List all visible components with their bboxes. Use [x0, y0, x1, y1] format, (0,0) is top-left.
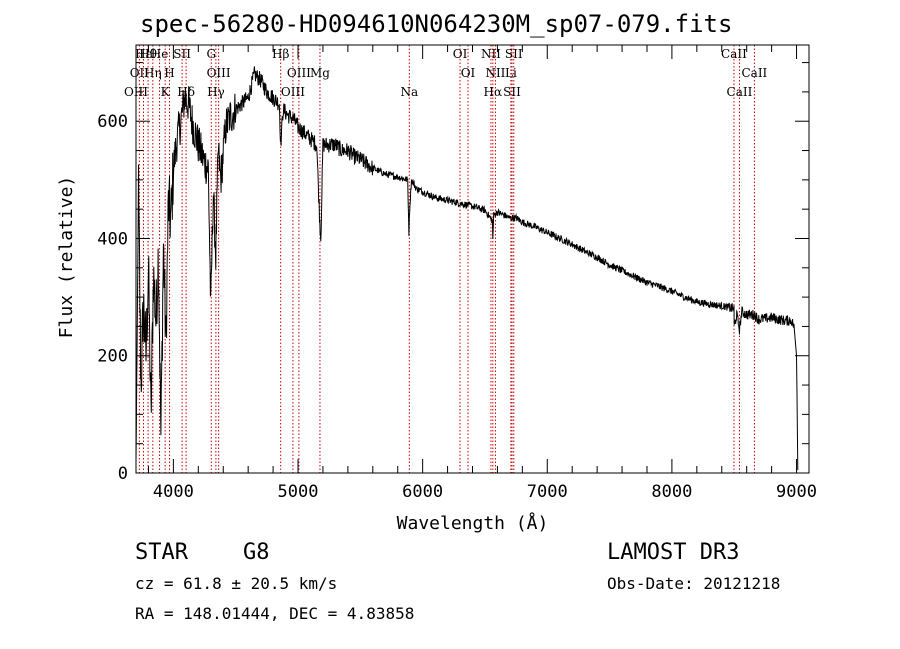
marker-label: Hβ [272, 47, 289, 61]
x-tick-label: 6000 [402, 482, 443, 502]
coordinates: RA = 148.01444, DEC = 4.83858 [135, 604, 415, 623]
plot-frame [135, 44, 810, 474]
marker-label: CaII [741, 66, 767, 80]
spectrum-line [135, 66, 799, 471]
observation-date: Obs-Date: 20121218 [607, 574, 781, 593]
marker-label: SII [173, 47, 191, 61]
marker-label: CaII [721, 47, 747, 61]
marker-label: Hε [135, 47, 152, 61]
x-axis-label: Wavelength (Å) [397, 512, 549, 534]
y-axis-ticks: 0 200 400 600 [97, 62, 809, 484]
x-axis-ticks: 4000 5000 6000 7000 8000 9000 [147, 45, 817, 502]
marker-label: Na [400, 85, 418, 99]
y-tick-label: 200 [97, 347, 128, 367]
y-axis-label: Flux (relative) [56, 176, 77, 339]
spectral-subclass: G8 [243, 540, 270, 565]
x-tick-label: 9000 [776, 482, 817, 502]
survey-name: LAMOST DR3 [607, 540, 740, 565]
marker-label: Hδ [177, 85, 195, 99]
marker-label: G [206, 47, 216, 61]
object-type: STAR [135, 540, 188, 565]
chart-title: spec-56280-HD094610N064230M_sp07-079.fit… [140, 10, 733, 38]
x-tick-label: 5000 [278, 482, 319, 502]
x-tick-label: 7000 [527, 482, 568, 502]
marker-label: He [151, 47, 169, 61]
marker-label: OI [461, 66, 476, 80]
line-marker-labels: HθOIIOIIIHεHηKHeHHδSIIOIIIHγGOIIIOIIIHβM… [124, 47, 768, 99]
line-markers [135, 45, 755, 473]
marker-label: SII [503, 85, 521, 99]
marker-label: K [161, 85, 171, 99]
marker-label: H [164, 66, 174, 80]
marker-label: Li [505, 66, 517, 80]
y-tick-label: 600 [97, 112, 128, 132]
x-tick-label: 4000 [153, 482, 194, 502]
marker-label: OI [453, 47, 468, 61]
marker-label: SII [505, 47, 523, 61]
y-tick-label: 400 [97, 229, 128, 249]
marker-label: NII [481, 47, 501, 61]
marker-label: Hγ [207, 85, 225, 99]
marker-label: Hθ [139, 47, 157, 61]
marker-label: OII [130, 66, 150, 80]
x-tick-label: 8000 [651, 482, 692, 502]
marker-label: Hα [484, 85, 503, 99]
marker-label: OIII [287, 66, 311, 80]
marker-label: Mg [310, 66, 330, 80]
marker-label: NII [485, 66, 505, 80]
marker-label: CaII [727, 85, 753, 99]
marker-label: Hη [144, 66, 162, 80]
marker-label: OIII [207, 66, 231, 80]
marker-label: OIII [281, 85, 305, 99]
redshift-velocity: cz = 61.8 ± 20.5 km/s [135, 574, 338, 593]
y-tick-label: 0 [118, 464, 128, 484]
